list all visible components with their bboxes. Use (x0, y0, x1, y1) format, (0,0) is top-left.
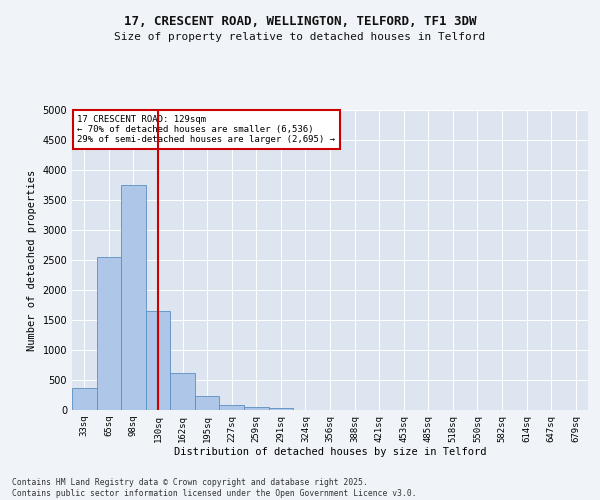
Bar (121, 185, 146, 410)
Text: Contains HM Land Registry data © Crown copyright and database right 2025.
Contai: Contains HM Land Registry data © Crown c… (12, 478, 416, 498)
Bar (244, 408, 269, 410)
Y-axis label: Number of detached properties: Number of detached properties (27, 170, 37, 350)
Bar (170, 372, 195, 410)
Bar (220, 404, 244, 410)
Bar (146, 311, 170, 410)
Bar (72, 388, 97, 410)
Text: 17 CRESCENT ROAD: 129sqm
← 70% of detached houses are smaller (6,536)
29% of sem: 17 CRESCENT ROAD: 129sqm ← 70% of detach… (77, 114, 335, 144)
Bar (97, 257, 121, 410)
Text: Size of property relative to detached houses in Telford: Size of property relative to detached ho… (115, 32, 485, 42)
Text: 17, CRESCENT ROAD, WELLINGTON, TELFORD, TF1 3DW: 17, CRESCENT ROAD, WELLINGTON, TELFORD, … (124, 15, 476, 28)
Bar (195, 396, 220, 410)
Bar (269, 408, 293, 410)
X-axis label: Distribution of detached houses by size in Telford: Distribution of detached houses by size … (174, 448, 486, 458)
